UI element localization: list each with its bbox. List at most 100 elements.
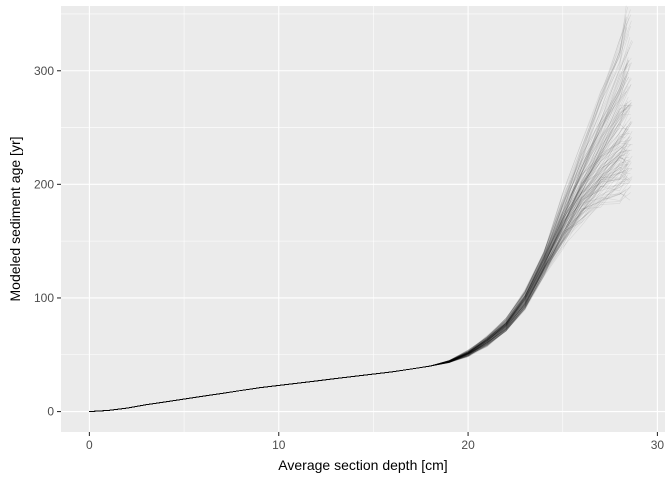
age-model-line — [89, 145, 631, 412]
age-model-line — [89, 127, 629, 412]
age-model-line — [89, 17, 630, 412]
age-model-line — [89, 102, 626, 412]
age-model-line — [89, 132, 630, 412]
age-model-line — [89, 159, 630, 412]
y-axis-ticks: 0 100 200 300 — [34, 64, 61, 419]
age-model-line — [89, 33, 630, 412]
age-model-line — [89, 40, 632, 412]
age-model-line — [89, 164, 627, 412]
age-model-line — [89, 153, 630, 412]
age-model-line — [89, 76, 626, 412]
age-model-line — [89, 57, 632, 412]
age-model-line — [89, 177, 633, 412]
age-model-line — [89, 117, 632, 412]
age-model-line — [89, 22, 627, 412]
y-tick-label: 200 — [34, 177, 54, 191]
age-model-line — [89, 123, 632, 412]
age-model-line — [89, 170, 627, 412]
age-model-line — [89, 142, 633, 412]
age-model-line — [89, 14, 632, 412]
age-model-line — [89, 75, 627, 412]
age-model-line — [89, 27, 627, 412]
age-model-line — [89, 124, 627, 412]
age-model-line — [89, 177, 627, 412]
age-model-line — [89, 60, 629, 412]
x-tick-label: 30 — [651, 438, 665, 452]
age-model-line — [89, 140, 631, 412]
age-model-line — [89, 149, 630, 412]
minor-gridlines — [61, 6, 665, 432]
age-model-line — [89, 129, 629, 412]
age-model-line — [89, 192, 631, 412]
age-model-line — [89, 77, 631, 412]
y-axis-title: Modeled sediment age [yr] — [7, 137, 23, 302]
age-model-line — [89, 149, 628, 412]
age-model-line — [89, 84, 632, 412]
age-model-line — [89, 103, 632, 412]
age-model-line — [89, 161, 629, 412]
age-model-line — [89, 136, 631, 412]
age-model-line — [89, 104, 630, 412]
age-model-line — [89, 76, 629, 412]
age-model-line — [89, 160, 627, 412]
age-model-line — [89, 86, 629, 412]
age-model-line — [89, 136, 633, 412]
age-model-line — [89, 160, 631, 412]
age-model-line — [89, 108, 626, 412]
age-model-line — [89, 156, 630, 412]
age-model-line — [89, 166, 627, 412]
age-model-line — [89, 104, 628, 412]
age-model-line — [89, 175, 627, 412]
age-model-line — [89, 141, 630, 412]
age-model-line — [89, 46, 631, 412]
age-model-line — [89, 96, 629, 412]
plot-panel — [61, 6, 665, 432]
age-model-line — [89, 63, 628, 412]
age-model-line — [89, 76, 630, 412]
age-model-line — [89, 103, 627, 412]
y-tick-label: 0 — [47, 405, 54, 419]
age-model-line — [89, 108, 631, 412]
age-model-line — [89, 62, 632, 412]
age-model-line — [89, 164, 628, 412]
age-model-line — [89, 84, 632, 412]
age-model-line — [89, 168, 631, 412]
x-axis-title: Average section depth [cm] — [278, 457, 447, 473]
age-model-line — [89, 162, 627, 412]
age-model-line — [89, 168, 633, 412]
age-model-line — [89, 163, 629, 412]
age-model-line — [89, 62, 631, 412]
age-model-line — [89, 126, 628, 412]
age-model-line — [89, 114, 631, 412]
age-model-line — [89, 111, 628, 412]
age-model-line — [89, 106, 632, 412]
age-model-line — [89, 63, 627, 412]
age-model-line — [89, 167, 633, 412]
age-model-line — [89, 192, 627, 412]
age-model-line — [89, 72, 629, 412]
x-tick-label: 10 — [272, 438, 286, 452]
x-tick-label: 20 — [461, 438, 475, 452]
age-model-line — [89, 41, 633, 412]
age-model-line — [89, 70, 627, 412]
age-model-line — [89, 179, 632, 412]
x-axis-ticks: 0 10 20 30 — [86, 432, 664, 452]
age-model-line — [89, 78, 632, 412]
age-model-line — [89, 152, 628, 412]
age-model-line — [89, 176, 633, 412]
ensemble-lines — [89, 5, 633, 412]
age-model-line — [89, 136, 630, 412]
age-model-line — [89, 99, 632, 412]
age-model-line — [89, 143, 628, 412]
age-model-line — [89, 121, 632, 412]
age-model-line — [89, 101, 628, 412]
age-model-line — [89, 130, 630, 412]
age-model-line — [89, 16, 627, 412]
age-model-line — [89, 182, 629, 412]
age-model-line — [89, 180, 626, 412]
age-model-line — [89, 60, 630, 412]
age-model-line — [89, 139, 627, 412]
age-model-line — [89, 69, 630, 412]
age-model-line — [89, 149, 633, 412]
